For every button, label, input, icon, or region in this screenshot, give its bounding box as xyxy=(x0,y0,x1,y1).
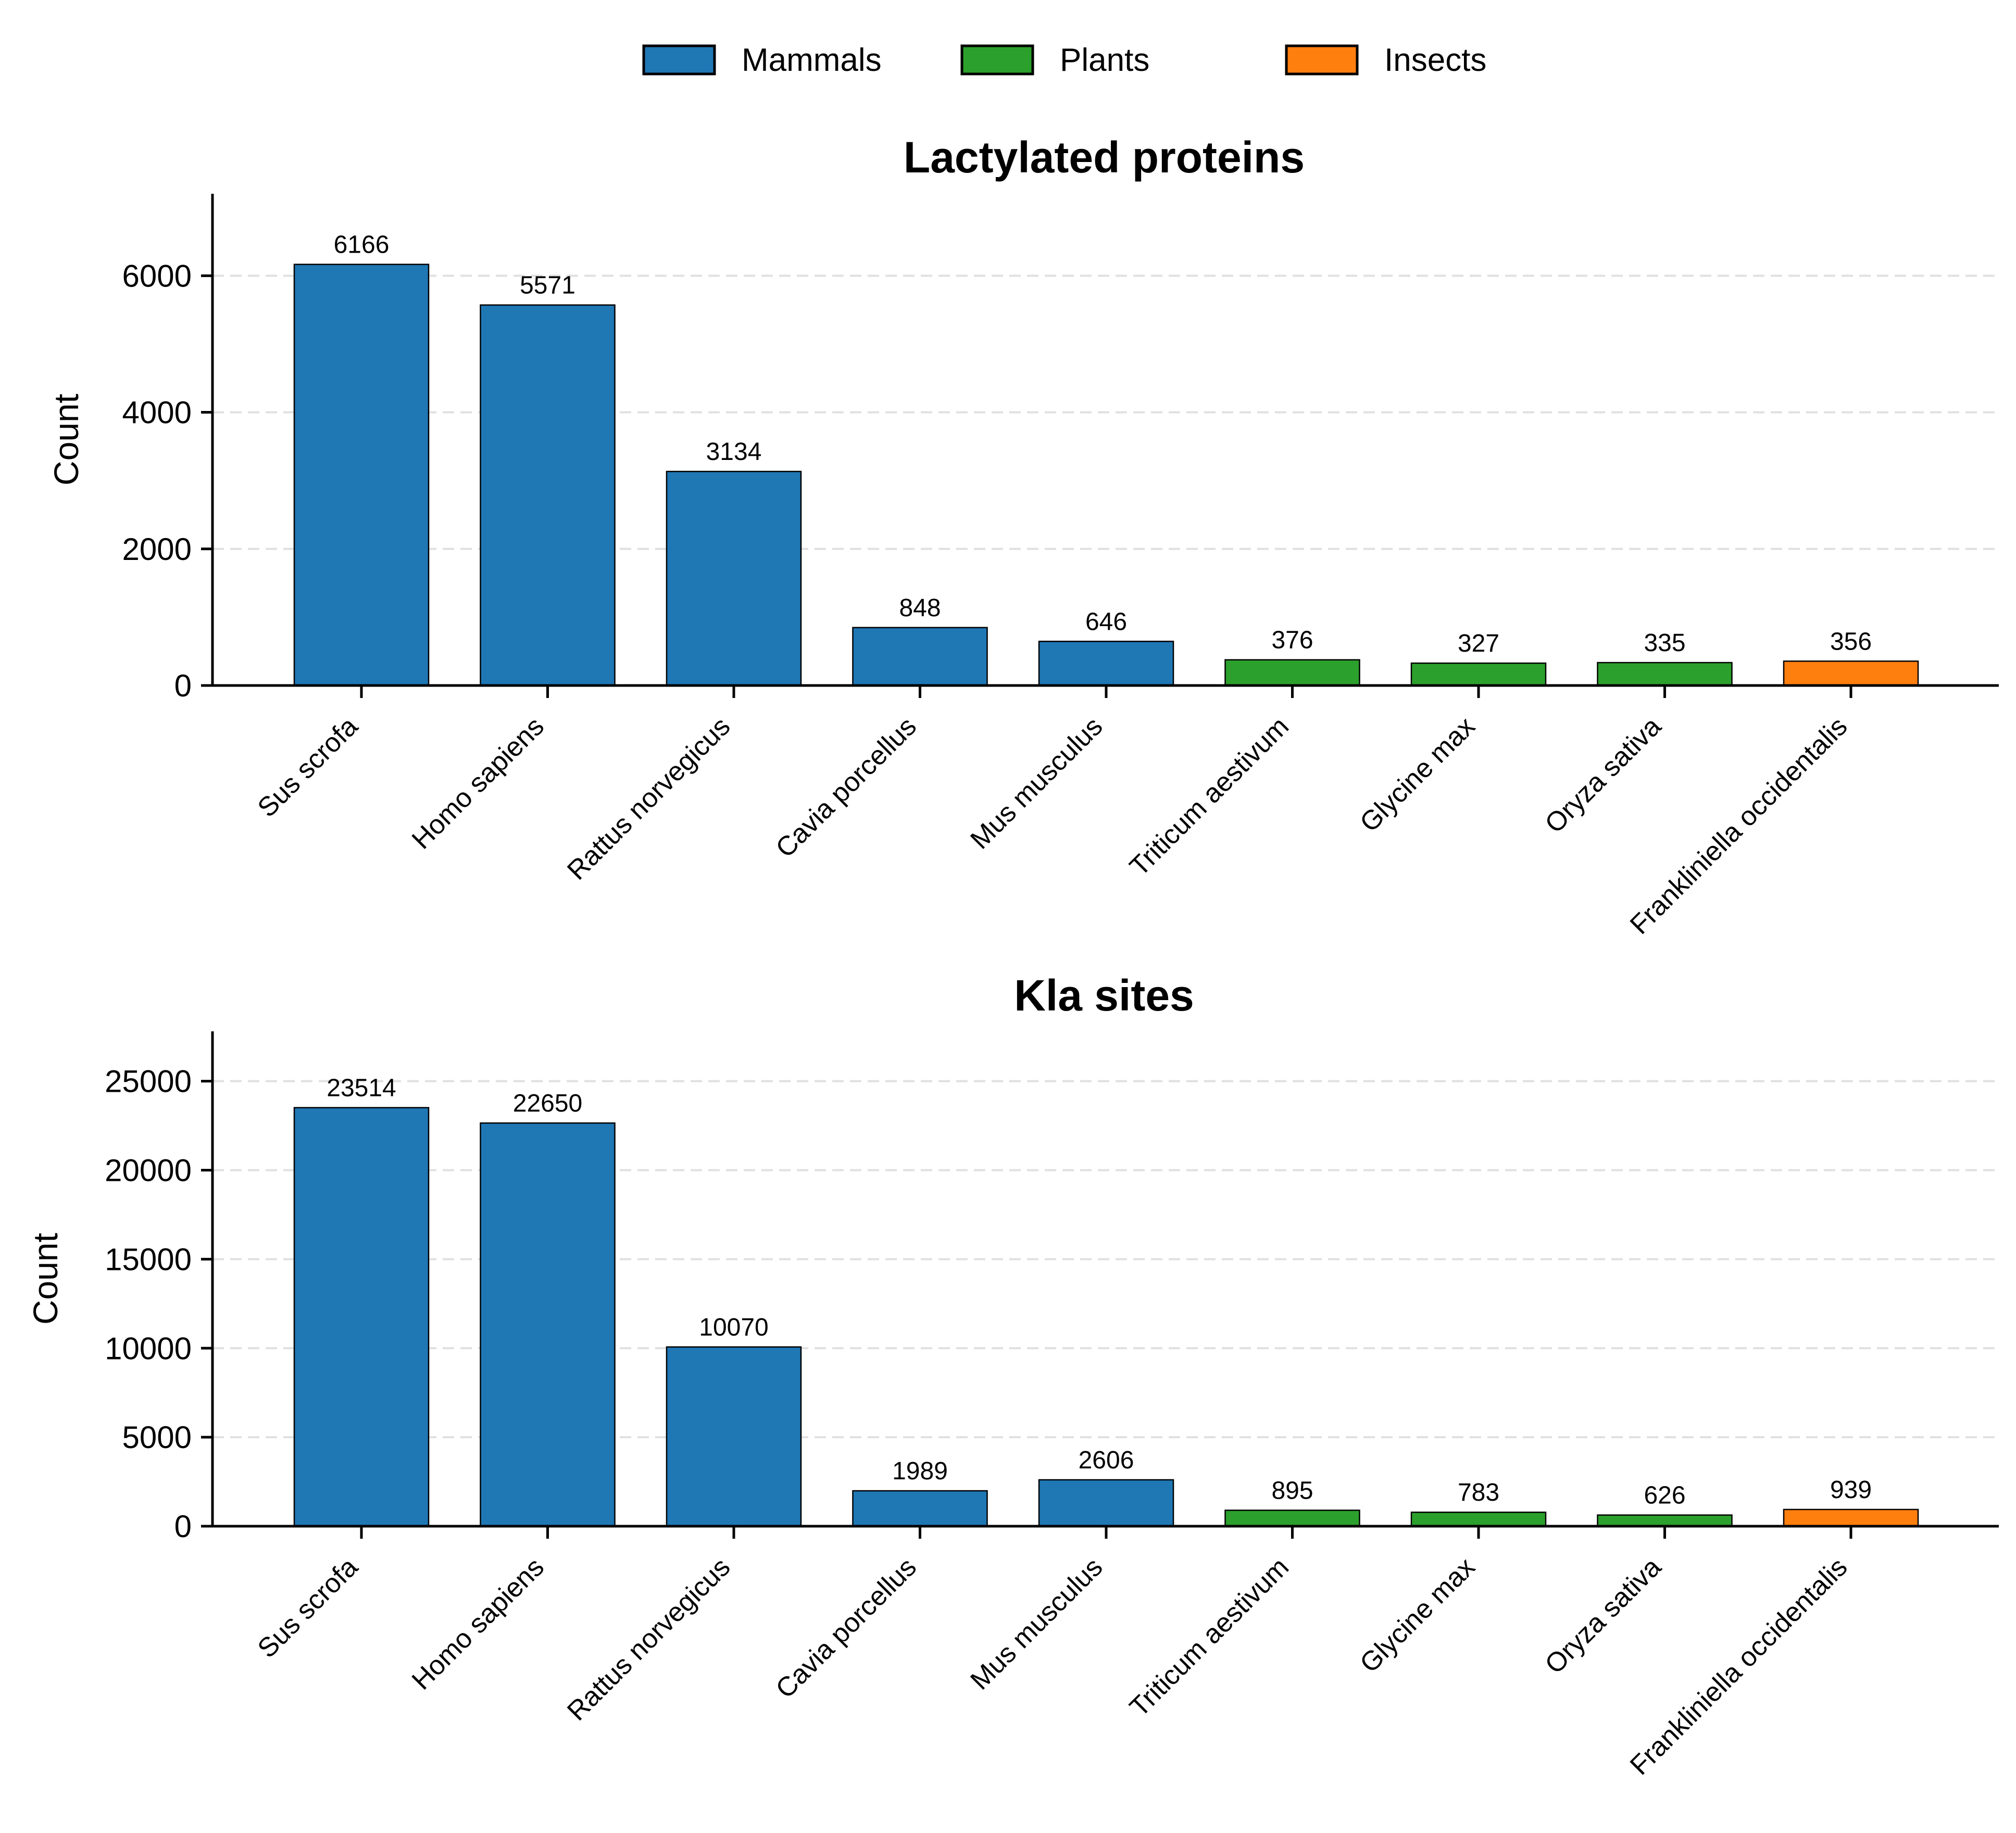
data-label: 895 xyxy=(1271,1477,1313,1504)
x-tick-label: Frankliniella occidentalis xyxy=(1624,711,1854,940)
bar-glycine-max xyxy=(1410,1511,1547,1527)
bar-cavia-porcellus xyxy=(852,1490,988,1527)
x-tick-label: Rattus norvegicus xyxy=(561,711,736,886)
data-label: 3134 xyxy=(706,438,762,466)
x-tick-label: Mus musculus xyxy=(965,711,1108,855)
bar-homo-sapiens xyxy=(480,304,616,687)
x-tick-label: Mus musculus xyxy=(965,1552,1108,1695)
x-tick-label: Cavia porcellus xyxy=(770,711,922,863)
y-tick-label: 15000 xyxy=(105,1242,192,1277)
legend-label-insects: Insects xyxy=(1384,42,1486,78)
bar-glycine-max xyxy=(1410,662,1547,687)
data-label: 5571 xyxy=(520,272,575,300)
y-tick-label: 6000 xyxy=(122,258,192,293)
x-tick-label: Homo sapiens xyxy=(406,711,550,855)
bar-frankliniella-occidentalis xyxy=(1783,660,1919,687)
data-label: 335 xyxy=(1644,629,1685,657)
data-label: 939 xyxy=(1830,1476,1872,1504)
y-tick-label: 0 xyxy=(174,1509,192,1544)
bar-sus-scrofa xyxy=(293,264,430,687)
data-label: 22650 xyxy=(513,1090,582,1117)
bar-mus-musculus xyxy=(1038,1479,1174,1527)
legend-swatch-mammals xyxy=(642,44,716,76)
data-label: 626 xyxy=(1644,1482,1685,1510)
x-tick-label: Oryza sativa xyxy=(1539,711,1667,839)
data-label: 646 xyxy=(1085,608,1127,635)
panel-1: Lactylated proteins Count 0 2000 4000 6000 616… xyxy=(47,133,1999,940)
x-tick-label: Frankliniella occidentalis xyxy=(1624,1552,1854,1781)
panel-title: Lactylated proteins xyxy=(904,133,1305,182)
bar-frankliniella-occidentalis xyxy=(1783,1508,1919,1527)
y-tick-label: 4000 xyxy=(122,395,192,430)
panel-title: Kla sites xyxy=(1014,971,1194,1020)
data-label: 356 xyxy=(1830,628,1872,655)
bar-homo-sapiens xyxy=(480,1122,616,1527)
x-tick-label: Sus scrofa xyxy=(252,711,364,823)
x-tick-label: Triticum aestivum xyxy=(1124,1552,1295,1723)
legend-label-mammals: Mammals xyxy=(742,42,882,78)
y-axis-label: Count xyxy=(26,1233,65,1325)
x-tick-label: Glycine max xyxy=(1354,1552,1481,1678)
data-label: 327 xyxy=(1458,630,1499,657)
panel-2: Kla sites Count 0 5000 10000 15000 20000 25000 2… xyxy=(26,971,1999,1781)
legend-swatch-insects xyxy=(1285,44,1359,76)
legend-swatch-plants xyxy=(960,44,1034,76)
x-tick-label: Cavia porcellus xyxy=(770,1552,922,1704)
bar-rattus-norvegicus xyxy=(666,1346,802,1527)
y-tick-label: 20000 xyxy=(105,1153,192,1188)
x-tick-label: Sus scrofa xyxy=(252,1552,364,1664)
data-label: 10070 xyxy=(699,1314,768,1341)
data-label: 1989 xyxy=(892,1457,948,1485)
bar-rattus-norvegicus xyxy=(666,470,802,687)
data-label: 848 xyxy=(899,594,941,622)
data-label: 2606 xyxy=(1079,1447,1134,1474)
x-tick-label: Homo sapiens xyxy=(406,1552,550,1695)
data-label: 6166 xyxy=(334,231,390,259)
x-tick-label: Oryza sativa xyxy=(1539,1552,1667,1679)
legend-label-plants: Plants xyxy=(1060,42,1149,78)
x-tick-label: Triticum aestivum xyxy=(1124,711,1295,882)
data-label: 376 xyxy=(1271,627,1313,654)
bar-mus-musculus xyxy=(1038,641,1174,687)
y-axis-label: Count xyxy=(47,394,85,485)
x-tick-label: Rattus norvegicus xyxy=(561,1552,736,1726)
bar-cavia-porcellus xyxy=(852,627,988,687)
bar-triticum-aestivum xyxy=(1224,1510,1360,1527)
x-tick-label: Glycine max xyxy=(1354,711,1481,838)
y-tick-label: 25000 xyxy=(105,1064,192,1099)
y-tick-label: 10000 xyxy=(105,1331,192,1366)
bar-sus-scrofa xyxy=(293,1107,430,1527)
y-tick-label: 5000 xyxy=(122,1420,192,1455)
data-label: 23514 xyxy=(327,1074,396,1102)
data-label: 783 xyxy=(1458,1479,1499,1506)
legend: Mammals Plants Insects xyxy=(642,42,1486,78)
y-tick-label: 0 xyxy=(174,668,192,703)
bar-triticum-aestivum xyxy=(1224,659,1360,687)
y-tick-label: 2000 xyxy=(122,532,192,567)
bar-oryza-sativa xyxy=(1597,662,1733,687)
bar-oryza-sativa xyxy=(1597,1514,1733,1527)
